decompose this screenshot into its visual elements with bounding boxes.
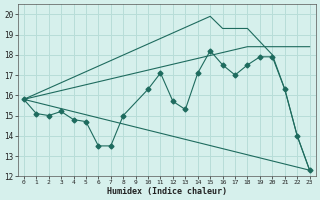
X-axis label: Humidex (Indice chaleur): Humidex (Indice chaleur) bbox=[107, 187, 227, 196]
